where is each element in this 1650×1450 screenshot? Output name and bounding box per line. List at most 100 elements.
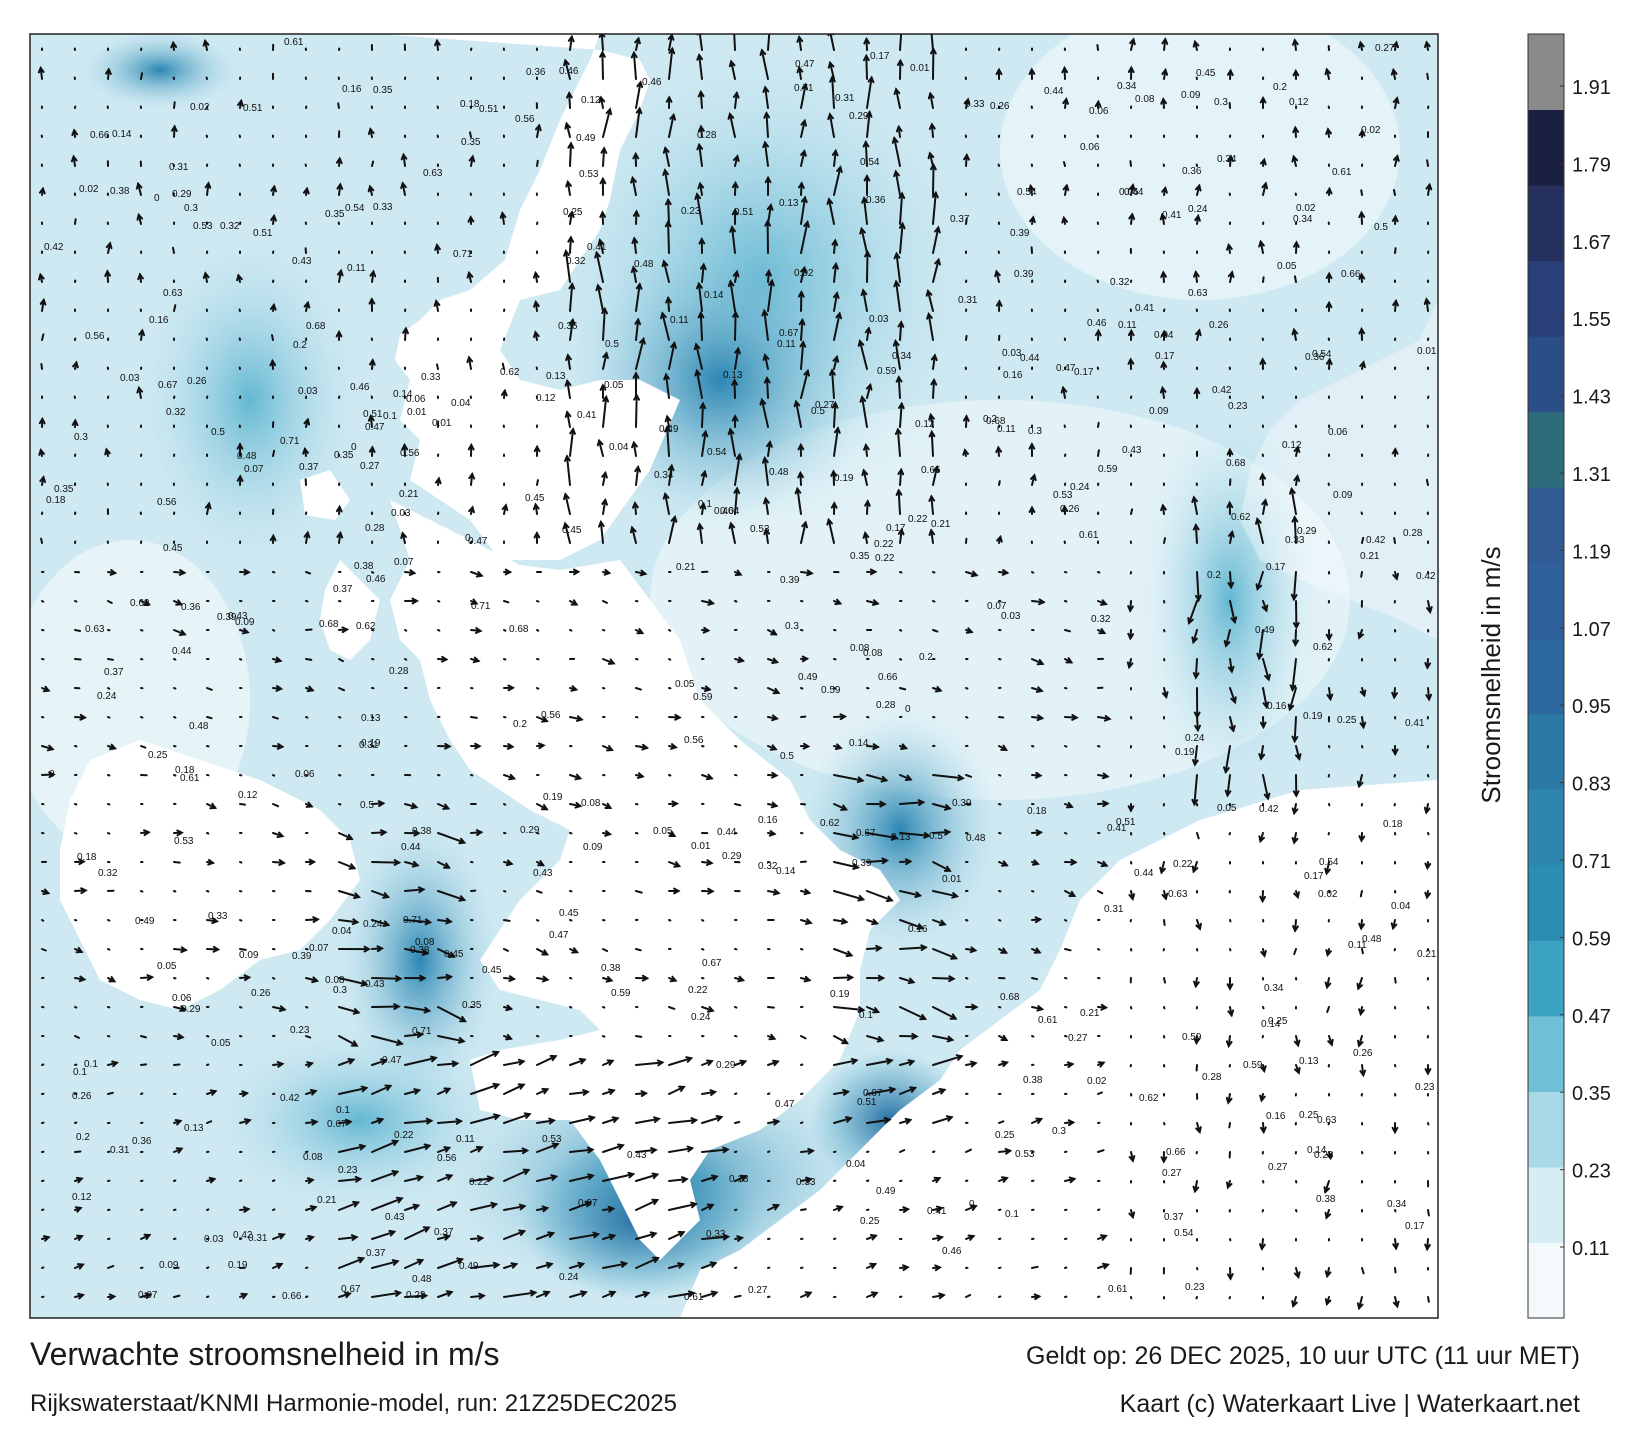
speed-label: 0.46 [366,574,386,585]
speed-label: 0.47 [795,59,815,70]
current-arrowhead [179,1005,188,1012]
current-arrowhead [604,802,613,809]
current-arrow [371,745,375,748]
current-arrowhead [1358,1008,1365,1017]
speed-label: 0.22 [688,985,708,996]
speed-label: 0.3 [1028,426,1042,437]
speed-label: 0.53 [1053,490,1073,501]
current-arrowhead [801,655,810,663]
current-arrow [1426,159,1429,167]
speed-label: 0.19 [1175,747,1195,758]
current-arrowhead [861,468,869,477]
current-arrowhead [702,626,711,634]
current-arrow [566,354,571,370]
current-arrow [173,716,177,719]
current-arrowhead [796,65,804,74]
speed-label: 0.05 [157,961,177,972]
current-arrowhead [865,382,873,391]
current-arrowhead [727,279,735,288]
current-arrowhead [538,742,546,750]
speed-label: 0.51 [243,103,263,114]
current-arrow [833,292,838,312]
current-arrow [800,119,806,138]
current-arrowhead [771,1059,780,1067]
current-arrowhead [458,837,467,845]
speed-label: 0.28 [1403,528,1423,539]
speed-label: 0.41 [1162,210,1182,221]
current-arrowhead [533,330,540,339]
current-arrow [930,529,934,544]
current-arrow [831,369,835,399]
current-arrow [965,334,968,341]
current-arrowhead [662,491,670,500]
speed-label: 0.54 [707,447,727,458]
speed-label: 0.01 [407,407,427,418]
current-arrowhead [352,1200,361,1208]
land-west [60,740,360,1010]
current-arrowhead [605,107,613,116]
current-arrowhead [1027,183,1035,192]
current-arrowhead [761,456,769,464]
current-arrowhead [946,1035,955,1043]
speed-label: 0.53 [542,1134,562,1145]
current-arrowhead [836,165,843,174]
current-arrowhead [574,773,583,781]
current-arrow [833,1090,849,1095]
current-arrowhead [867,75,875,84]
current-arrow [371,977,402,980]
current-arrowhead [143,829,151,837]
current-arrowhead [1260,157,1267,166]
current-arrowhead [1289,486,1296,495]
current-arrow [371,160,375,167]
current-arrowhead [180,946,188,954]
current-arrow [729,280,736,312]
colorbar-tick-label: 1.55 [1572,309,1611,331]
speed-label: 0.41 [1107,823,1127,834]
current-arrowhead [467,442,475,451]
speed-label: 0.17 [870,51,890,62]
current-arrow [800,150,806,167]
current-arrowhead [490,1201,499,1209]
speed-label: 0.36 [181,602,201,613]
speed-label: 0.34 [1264,983,1284,994]
current-arrowhead [893,87,901,96]
current-arrowhead [642,1291,651,1298]
current-arrow [668,464,673,486]
current-arrowhead [928,528,936,536]
current-arrowhead [698,237,706,245]
current-arrowhead [1325,300,1333,309]
current-arrow [74,1150,82,1153]
current-arrowhead [1358,326,1366,335]
current-arrow [1262,687,1268,709]
current-arrow [766,377,769,399]
current-arrowhead [309,1205,318,1212]
current-arrowhead [468,154,476,163]
current-arrowhead [891,136,899,144]
current-arrow [338,1058,355,1066]
speed-label: 0.3 [1052,1126,1066,1137]
current-arrow [536,1119,555,1124]
current-arrowhead [1262,701,1270,710]
speed-label: 0.63 [423,168,443,179]
current-arrow [1262,276,1265,283]
speed-label: 0.2 [1273,82,1287,93]
current-arrowhead [568,282,576,290]
speed-label: 0.61 [284,37,304,48]
speed-label: 0.53 [174,836,194,847]
current-arrowhead [1028,505,1036,513]
current-arrow [635,1292,650,1298]
current-arrowhead [1195,922,1202,931]
current-arrowhead [670,514,678,523]
current-arrowhead [396,1039,404,1046]
current-arrow [536,159,539,167]
speed-label: 0.47 [365,422,385,433]
current-arrow [701,263,705,283]
current-arrow [305,658,313,661]
colorbar-segment [1528,411,1564,488]
current-arrow [866,832,898,839]
current-arrow [863,197,868,225]
current-arrow [404,1119,433,1124]
current-arrow [1326,1006,1330,1014]
current-arrowhead [1390,922,1398,931]
current-arrowhead [1159,212,1167,221]
